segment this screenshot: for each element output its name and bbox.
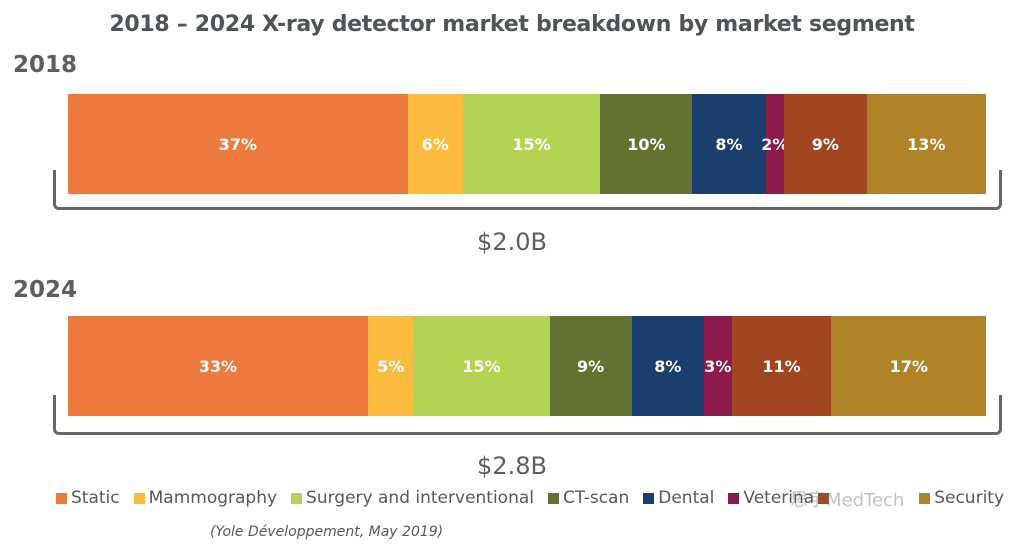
legend-swatch [643, 492, 655, 504]
data-label: 9% [577, 356, 605, 376]
bar-segment-surgery-and-interventional: 15% [462, 94, 601, 194]
source-note: (Yole Développement, May 2019) [210, 524, 444, 540]
data-label: 15% [462, 356, 501, 376]
bar-segment-dental: 8% [692, 94, 766, 194]
bar-segment-surgery-and-interventional: 15% [413, 316, 550, 416]
watermark: 思宇MedTech [790, 490, 905, 511]
bar-segment-mammography: 5% [367, 316, 414, 416]
legend-swatch [291, 492, 303, 504]
data-label: 3% [704, 356, 732, 376]
total-2018: $2.0B [477, 228, 547, 256]
data-label: 13% [907, 134, 946, 154]
bar-segment-static: 37% [68, 94, 408, 194]
bar-segment-mammography: 6% [407, 94, 463, 194]
stacked-bar-2024: 33% 5% 15% 9% 8% 3% 11% 17% [68, 316, 986, 416]
data-label: 37% [218, 134, 257, 154]
bar-segment-industrial: 11% [731, 316, 832, 416]
year-label-2018: 2018 [13, 52, 78, 78]
legend-item: Static [56, 488, 120, 508]
legend-label: Mammography [148, 488, 278, 508]
data-label: 11% [762, 356, 801, 376]
data-label: 8% [654, 356, 682, 376]
data-label: 33% [198, 356, 238, 376]
legend-swatch [133, 492, 145, 504]
legend: Static Mammography Surgery and interventio… [56, 488, 1018, 508]
bar-segment-static: 33% [68, 316, 368, 416]
legend-label: CT-scan [563, 488, 630, 508]
legend-swatch [728, 492, 740, 504]
legend-item [818, 492, 833, 504]
chart-title: 2018 – 2024 X-ray detector market breakd… [109, 12, 915, 37]
data-label: 17% [889, 356, 928, 376]
bar-segment-security: 17% [831, 316, 986, 416]
total-2024: $2.8B [477, 452, 547, 480]
bar-segment-dental: 8% [631, 316, 705, 416]
bar-segment-veterinary: 3% [704, 316, 732, 416]
legend-label: Dental [658, 488, 715, 508]
legend-label: Security [934, 488, 1005, 508]
data-label: 8% [715, 134, 743, 154]
legend-item: Veterina [728, 488, 814, 508]
legend-swatch [548, 492, 560, 504]
stacked-bar-2018: 37% 6% 15% 10% 8% 2% 9% 13% [68, 94, 986, 194]
legend-swatch [818, 492, 830, 504]
legend-label: Surgery and interventional [306, 488, 535, 508]
legend-item: Mammography [133, 488, 278, 508]
data-label: 6% [421, 134, 449, 154]
data-label: 9% [811, 134, 839, 154]
legend-swatch [919, 492, 931, 504]
year-label-2024: 2024 [13, 277, 78, 303]
data-label: 2% [761, 134, 789, 154]
legend-swatch [56, 492, 67, 504]
bracket-2018 [53, 170, 1002, 210]
legend-label: Static [71, 488, 120, 508]
legend-item: Security [919, 488, 1004, 508]
data-label: 10% [627, 134, 666, 154]
bar-segment-security: 13% [866, 94, 986, 194]
bar-segment-ct-scan: 9% [549, 316, 632, 416]
legend-item: CT-scan [548, 488, 629, 508]
bar-segment-ct-scan: 10% [600, 94, 693, 194]
bar-segment-veterinary: 2% [761, 94, 788, 194]
legend-item: Dental [643, 488, 714, 508]
data-label: 5% [377, 356, 405, 376]
bracket-2024 [53, 395, 1002, 435]
legend-label: Veterina [743, 488, 815, 508]
data-label: 15% [512, 134, 551, 154]
bar-segment-industrial: 9% [784, 94, 867, 194]
legend-item: Surgery and interventional [291, 488, 534, 508]
